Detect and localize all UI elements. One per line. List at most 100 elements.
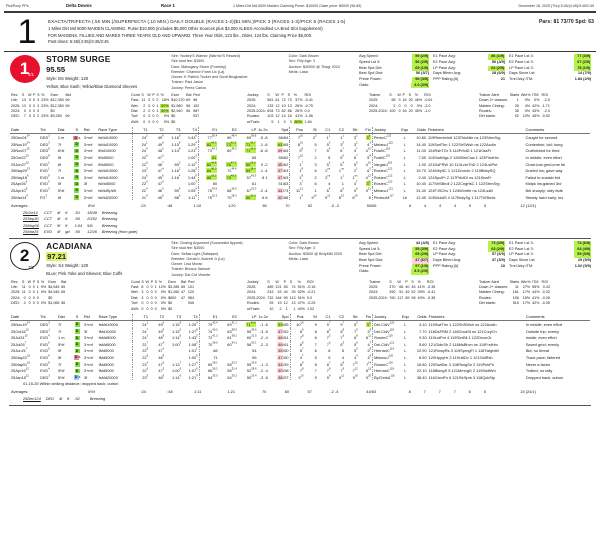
condition-row: Wet: 3 0 0 0 0% $1,260 47 120 [131,290,196,295]
record-cell: $4,545 [48,290,60,295]
jockey-stats-cell: 80% [293,119,303,124]
pp-odds: 1.90 [418,161,427,167]
saddle-cloth[interactable]: 1 4/1 [5,54,44,91]
jockey-stats-row: w/Train: 10 2 1 1 40% 1.02 [247,307,317,312]
pp-t2: 474 [158,348,165,354]
figure-row: Avg Speed: 44 (4/9) [359,241,429,247]
pp-speed: 42/68 [277,194,289,200]
pp-race-row[interactable]: 25May0119 EVD8 7f D 3+mf fMd5000 234 476 1:137 1:… [10,360,590,368]
jockey-stats-cell: -0.16 [306,285,316,290]
condition-row: AWt: 0 0 0 0 0% $0 [131,307,196,312]
pp-race-row[interactable]: 25Jul3115 EVD4 1 m D 3+mf fsMd5000 243 488 1:146… [10,334,590,341]
jockey-stats-cell: 82 [281,109,286,114]
pp-race-row[interactable]: 25Nov1924 DED3 7f D 3+mf fsMd10000 241 496 1:156… [10,320,590,328]
horse-card[interactable]: 1 4/1 STORM SURGE 95.55 Style: E6 Weight: 12… [0,52,600,240]
morning-line-odds: 7/2 [28,265,35,271]
record-cell: 0 [28,114,32,119]
condition-cell: 47 [180,290,186,295]
horse-card[interactable]: 2 7/2 ACADIANA 97.21 Style: S4 Weight: 120 BL… [0,239,600,407]
pp-equipment: L [403,187,406,193]
pp-lp: 5026.4 [246,374,257,380]
trainer-stats-cell: 98 [391,98,396,103]
pp-str: 47 [353,148,358,154]
pp-restriction: 3+mf [83,154,93,160]
pp-finpos: 911 [365,187,371,193]
record-cell: $12,350 [50,103,64,108]
pp-c1: 76 [326,341,331,347]
pp-race-row[interactable]: 25Jan1512 DED3 6½f Ds 3f fsMd20000 235 486 1:146… [10,373,590,381]
pp-race-row[interactable]: 25Jun217 EVD5 5f D 3+mf fMd5000 228 474 1:011 68 5… [10,347,590,354]
pp-jockey: FusillC119 [371,147,401,154]
pp-t1: 246 [131,173,149,181]
record-row: 2025: 11 0 0 1 9% $4,545 65 [11,290,68,295]
condition-header-cell: Cond [131,279,140,284]
pp-t2: 470 [157,154,164,160]
pp-race-row[interactable]: 25May166 EVD9 1 m D 3+mf fsMd10000 246 496 1:164… [10,173,590,181]
pp-race-row[interactable]: 25Jul057 EVD6 5½f D 3+mf fsMd5000 227 474 1:006 1… [10,340,590,348]
condition-cell: 0 [150,295,153,300]
pp-race-row[interactable]: 25Nov1924 DED3 7f D 3+mf fsMd10000 241 496 1:156… [10,140,590,148]
condition-cell: 50% [160,109,170,114]
jockey-stats-cell: 41% [295,114,303,119]
pp-race-row[interactable]: 25Dec0424 DED3 1 m Ds 3+mf fsMd10000 242 496 1:1… [10,133,590,141]
pp-jockey: MelancJ121 [371,186,401,194]
figure-label: Best Spd Dist: [359,258,384,263]
pp-t3 [165,154,182,161]
record-cell: $0 [50,109,55,114]
figure-value: 62 (2/9) [488,65,505,72]
trainer-stats-row: 2025-2024: 760 117 89 98 40% -0.38 [369,296,437,301]
averages-section: Averages: 6½f:24:48 1:11 1:21 70 60 57 -2 -4 44/… [5,386,595,394]
pp-race-row[interactable]: 25Nov0715 DED8 6½f D 3+mf fMd10000 244 486 1:148… [10,147,590,154]
figure-label: Days Bthen Avg: [433,71,462,76]
pp-race-row[interactable]: 25Apr1612 EVD4 5½f D 3+mf fMd5000 226 473 1:006 1… [10,367,590,374]
pp-c1: 87 [326,361,331,367]
pp-race-row[interactable]: 25May2913 EVD1 7f D 3+mf fsMd10000 233 474 1:162… [10,167,590,174]
horse-name[interactable]: STORM SURGE [46,54,111,65]
pp-restriction: 3f [83,181,87,187]
pp-race-row[interactable]: 25Mar146 FG3 6f D 3+mf fsMd20000 219 456:584 1:1… [10,193,590,201]
pp-race-row[interactable]: 25Oct2215 DED8 5f D 3+mf fMd5000 226 470 1:003 81… [10,153,590,161]
condition-header-cell: Ped [187,279,195,284]
record-cell: 23% [41,103,49,108]
running-style-weight: Style: S4 Weight: 120 [46,263,89,269]
pp-track: DED8 [40,148,50,154]
pp-race-row[interactable]: 25Apr108 EVD3 5½f D 3+mf fsMdSpWt 224 460:594 1:… [10,186,590,194]
pp-t2: 486 [158,374,165,380]
pp-race-row[interactable]: 25Jun2710 EVD2 6f D 3+mf fMd5000 226 467:593 1:1… [10,160,590,168]
pp-e2: 5631.4 [227,367,237,374]
pp-th-t3: T3 [164,127,182,135]
condition-row: Dist: 2 0 0 1 50% $2,940 56 987 [131,109,201,114]
jockey-stats-cell: 73 [287,98,292,103]
pp-equipment: L [403,181,406,187]
trainer-stats-cell: -0.41 [426,290,436,295]
pp-th-lp: LP [237,313,258,321]
pp-t2: 488 [158,334,165,341]
record-cell: 7 [23,114,26,119]
pp-restriction: 3+mf [83,187,93,193]
record-row: 2024: 0 0 0 0 $0 [11,296,68,301]
pp-c1: 64 [326,187,331,193]
pp-distance: 5½f [57,368,65,374]
saddle-cloth[interactable]: 2 7/2 [5,241,44,278]
pp-t3: 1:156 [172,321,182,328]
jockey-stats-cell: 0.0 [306,295,313,300]
trainer-stats-cell: 49 [405,290,410,295]
trainer-stats-header-cell: % [414,92,418,97]
pp-race-row[interactable]: 25May2218 EVD6 5f Ds 3+mf fMd5000 228 468 1:006 7… [10,353,590,361]
figure-label: Best Spd Dirt: [359,252,383,257]
pp-lp: 5830.1 [246,341,257,347]
trainer-stats-cell: 0 [410,103,413,108]
pp-race-row[interactable]: 25Apr269 EVD3 5f D 3f fsMd5000 220 470 1:003 80 61… [10,180,590,187]
figure-label: E1 Pace Lst 3: [509,241,534,246]
jockey-stats: Jockey S W P S% ROI 2025: 489 121 55 74 51% -0.16 202… [247,280,317,312]
figure-row: E2 Pace Avg: 56 (4/9) [433,60,505,66]
figure-row: Trnr/Jcky ITM: 1.84 (2/9) [509,77,591,83]
horse-name[interactable]: ACADIANA [46,241,93,252]
figure-label: Trnr/Jcky ITM: [509,263,534,268]
pp-date: 25Apr108 [11,187,28,193]
record-cell: 0 [23,109,26,114]
pp-race-row[interactable]: 25Oct1615 DED1 7f D 3f fMd10000 247 498 1:150 1:2… [10,327,590,335]
averages-calls: -0 -3 [330,202,339,208]
trainer-alert-header-cell: Trainer Alert [479,279,499,284]
pp-th-jockey: Jockey [371,127,401,135]
